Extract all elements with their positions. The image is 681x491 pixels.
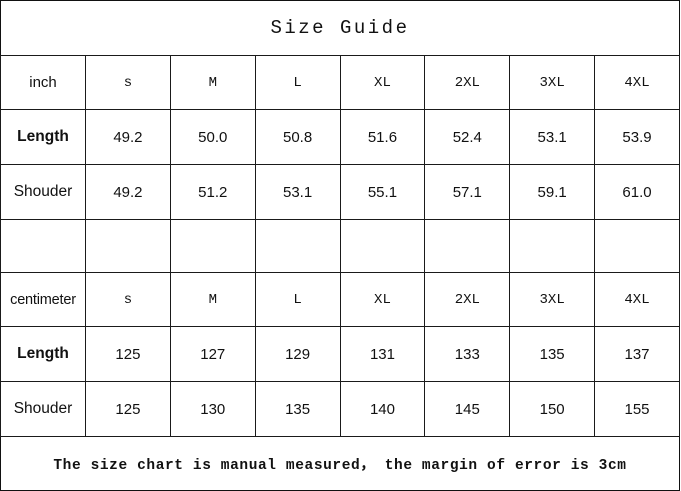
row-label-shoulder-inch: Shouder [0,164,86,220]
cell-inch-shoulder-s: 49.2 [85,164,171,220]
cell-inch-length-4xl: 53.9 [594,109,680,165]
table-row: Length 125 127 129 131 133 135 137 [0,326,680,382]
unit-label-inch: inch [0,55,86,110]
cell-inch-length-m: 50.0 [169,109,256,165]
size-header-4xl: 4XL [594,55,680,110]
cell-cm-shoulder-2xl: 145 [424,381,511,437]
size-header-3xl: 3XL [509,55,596,110]
cell-inch-length-3xl: 53.1 [509,109,596,165]
spacer-cell [85,219,171,273]
spacer-cell [254,219,341,273]
spacer-cell [339,219,426,273]
cell-cm-shoulder-s: 125 [85,381,171,437]
size-header-cm-4xl: 4XL [594,272,680,327]
size-header-2xl: 2XL [424,55,511,110]
table-row: Shouder 125 130 135 140 145 150 155 [0,381,680,437]
table-row: Shouder 49.2 51.2 53.1 55.1 57.1 59.1 61… [0,164,680,220]
cell-inch-shoulder-xl: 55.1 [339,164,426,220]
size-header-m: M [169,55,256,110]
cell-inch-length-l: 50.8 [254,109,341,165]
cell-cm-length-2xl: 133 [424,326,511,382]
cell-cm-length-3xl: 135 [509,326,596,382]
size-header-s: s [85,55,171,110]
measurement-disclaimer: The size chart is manual measured， the m… [0,436,680,491]
cell-cm-shoulder-xl: 140 [339,381,426,437]
unit-label-centimeter: centimeter [0,272,86,327]
spacer-cell [169,219,256,273]
cell-cm-shoulder-3xl: 150 [509,381,596,437]
table-row: Length 49.2 50.0 50.8 51.6 52.4 53.1 53.… [0,109,680,165]
cell-inch-shoulder-m: 51.2 [169,164,256,220]
spacer-row [0,219,680,273]
cell-cm-length-4xl: 137 [594,326,680,382]
cell-cm-length-l: 129 [254,326,341,382]
cell-cm-shoulder-4xl: 155 [594,381,680,437]
cell-inch-length-2xl: 52.4 [424,109,511,165]
size-header-cm-2xl: 2XL [424,272,511,327]
cell-cm-shoulder-l: 135 [254,381,341,437]
cell-inch-shoulder-3xl: 59.1 [509,164,596,220]
size-header-cm-m: M [169,272,256,327]
cell-inch-shoulder-l: 53.1 [254,164,341,220]
size-header-xl: XL [339,55,426,110]
cell-cm-length-m: 127 [169,326,256,382]
cell-cm-shoulder-m: 130 [169,381,256,437]
spacer-cell [594,219,680,273]
row-label-length-inch: Length [0,109,86,165]
size-header-l: L [254,55,341,110]
spacer-cell [509,219,596,273]
cell-inch-length-xl: 51.6 [339,109,426,165]
cell-cm-length-s: 125 [85,326,171,382]
page-title: Size Guide [0,0,680,56]
cell-cm-length-xl: 131 [339,326,426,382]
size-header-cm-l: L [254,272,341,327]
size-header-cm-xl: XL [339,272,426,327]
centimeter-header-row: centimeter s M L XL 2XL 3XL 4XL [0,272,680,327]
cell-inch-length-s: 49.2 [85,109,171,165]
row-label-shoulder-cm: Shouder [0,381,86,437]
row-label-length-cm: Length [0,326,86,382]
size-header-cm-3xl: 3XL [509,272,596,327]
cell-inch-shoulder-4xl: 61.0 [594,164,680,220]
spacer-cell [0,219,86,273]
inch-header-row: inch s M L XL 2XL 3XL 4XL [0,55,680,110]
title-row: Size Guide [0,0,680,56]
spacer-cell [424,219,511,273]
footer-row: The size chart is manual measured， the m… [0,436,680,491]
cell-inch-shoulder-2xl: 57.1 [424,164,511,220]
size-header-cm-s: s [85,272,171,327]
